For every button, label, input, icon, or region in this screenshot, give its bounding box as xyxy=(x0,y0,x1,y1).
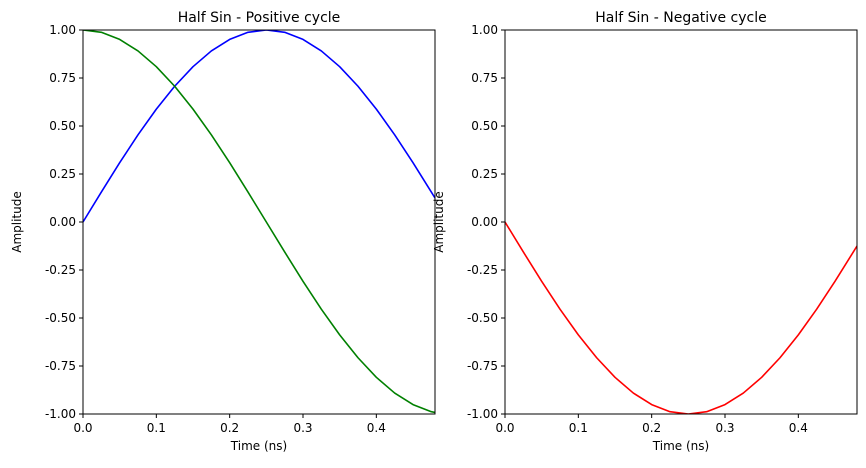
x-tick-label: 0.0 xyxy=(73,421,92,435)
series-line-1 xyxy=(83,30,435,414)
y-tick-label: -0.75 xyxy=(45,359,76,373)
y-axis-label: Amplitude xyxy=(10,191,24,253)
x-tick-label: 0.2 xyxy=(642,421,661,435)
y-tick-label: 0.00 xyxy=(49,215,76,229)
y-tick-label: 0.50 xyxy=(471,119,498,133)
y-tick-label: 0.75 xyxy=(49,71,76,85)
x-axis-label: Time (ns) xyxy=(652,439,709,453)
x-tick-label: 0.1 xyxy=(147,421,166,435)
plot-area xyxy=(83,30,435,414)
chart-positive-cycle: 0.0 0.1 0.2 0.3 0.4 1.00 0.75 0.50 0.25 0.00 -0.25… xyxy=(10,10,436,453)
x-tick-label: 0.3 xyxy=(293,421,312,435)
x-tick-label: 0.2 xyxy=(220,421,239,435)
y-tick-label: -0.25 xyxy=(467,263,498,277)
y-tick-label: -0.25 xyxy=(45,263,76,277)
x-tick-label: 0.4 xyxy=(367,421,386,435)
series-line-0 xyxy=(505,221,857,414)
y-tick-label: 0.25 xyxy=(471,167,498,181)
y-tick-label: 0.00 xyxy=(471,215,498,229)
y-tick-label: -0.50 xyxy=(467,311,498,325)
y-tick-label: -0.50 xyxy=(45,311,76,325)
chart-title: Half Sin - Positive cycle xyxy=(178,10,341,26)
y-tick-label: 0.50 xyxy=(49,119,76,133)
x-tick-label: 0.3 xyxy=(715,421,734,435)
chart-title: Half Sin - Negative cycle xyxy=(595,10,766,26)
chart-negative-cycle: 0.0 0.1 0.2 0.3 0.4 1.00 0.75 0.50 0.25 0.00 -0.25… xyxy=(432,10,858,453)
y-tick-label: -1.00 xyxy=(45,407,76,421)
x-tick-label: 0.0 xyxy=(495,421,514,435)
y-tick-label: -1.00 xyxy=(467,407,498,421)
x-tick-label: 0.1 xyxy=(569,421,588,435)
x-tick-label: 0.4 xyxy=(789,421,808,435)
plot-area xyxy=(505,30,857,414)
y-tick-label: 0.75 xyxy=(471,71,498,85)
x-axis-label: Time (ns) xyxy=(230,439,287,453)
y-axis-label: Amplitude xyxy=(432,191,446,253)
series-line-0 xyxy=(83,30,435,223)
y-tick-label: 1.00 xyxy=(471,23,498,37)
y-tick-label: 1.00 xyxy=(49,23,76,37)
y-tick-label: 0.25 xyxy=(49,167,76,181)
y-tick-label: -0.75 xyxy=(467,359,498,373)
